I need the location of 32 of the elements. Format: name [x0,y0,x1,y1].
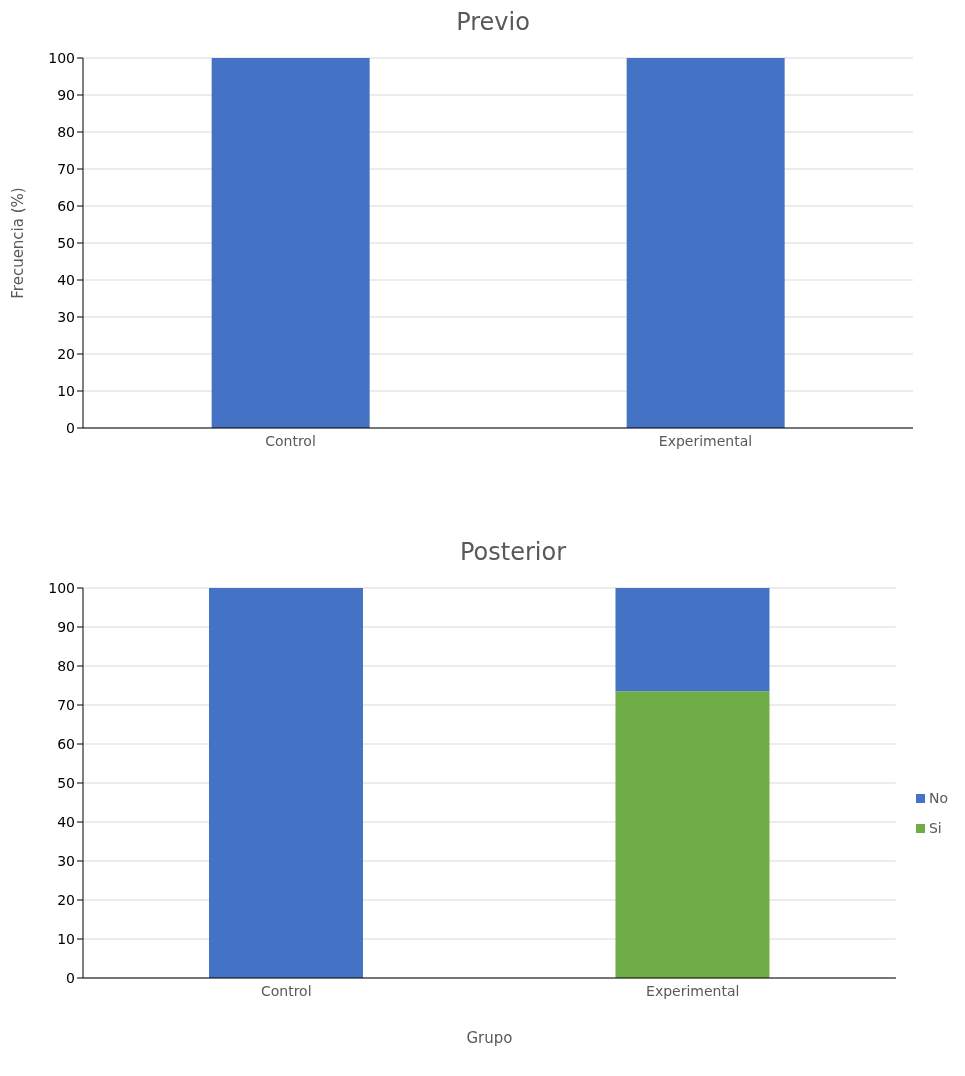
y-tick-label: 60 [57,197,75,214]
y-tick-label: 40 [57,271,75,288]
y-tick-label: 0 [66,969,75,986]
y-tick-label: 10 [57,382,75,399]
y-tick-label: 30 [57,852,75,869]
y-tick-label: 100 [48,49,75,66]
chart-title: Posterior [458,538,568,568]
y-tick-label: 70 [57,160,75,177]
y-tick-label: 80 [57,657,75,674]
y-tick-label: 40 [57,813,75,830]
legend-label: No [928,790,948,806]
y-tick-label: 20 [57,891,75,908]
x-axis-title: Grupo [466,1029,513,1047]
y-tick-label: 100 [48,579,75,596]
y-tick-label: 80 [57,123,75,140]
y-tick-label: 50 [57,774,75,791]
y-tick-label: 10 [57,930,75,947]
y-tick-label: 90 [57,618,75,635]
y-axis-title: Frecuencia (%) [9,187,28,299]
x-tick-label: Experimental [658,432,753,449]
y-tick-label: 50 [57,234,75,251]
y-tick-label: 30 [57,308,75,325]
y-tick-label: 60 [57,735,75,752]
y-tick-label: 70 [57,696,75,713]
legend-label: Si [928,820,942,836]
x-tick-label: Experimental [646,982,740,999]
x-tick-label: Control [260,982,312,999]
y-tick-label: 0 [66,419,75,436]
chart-title: Previo [455,8,531,38]
x-tick-label: Control [265,432,316,449]
y-tick-label: 20 [57,345,75,362]
y-tick-label: 90 [57,86,75,103]
